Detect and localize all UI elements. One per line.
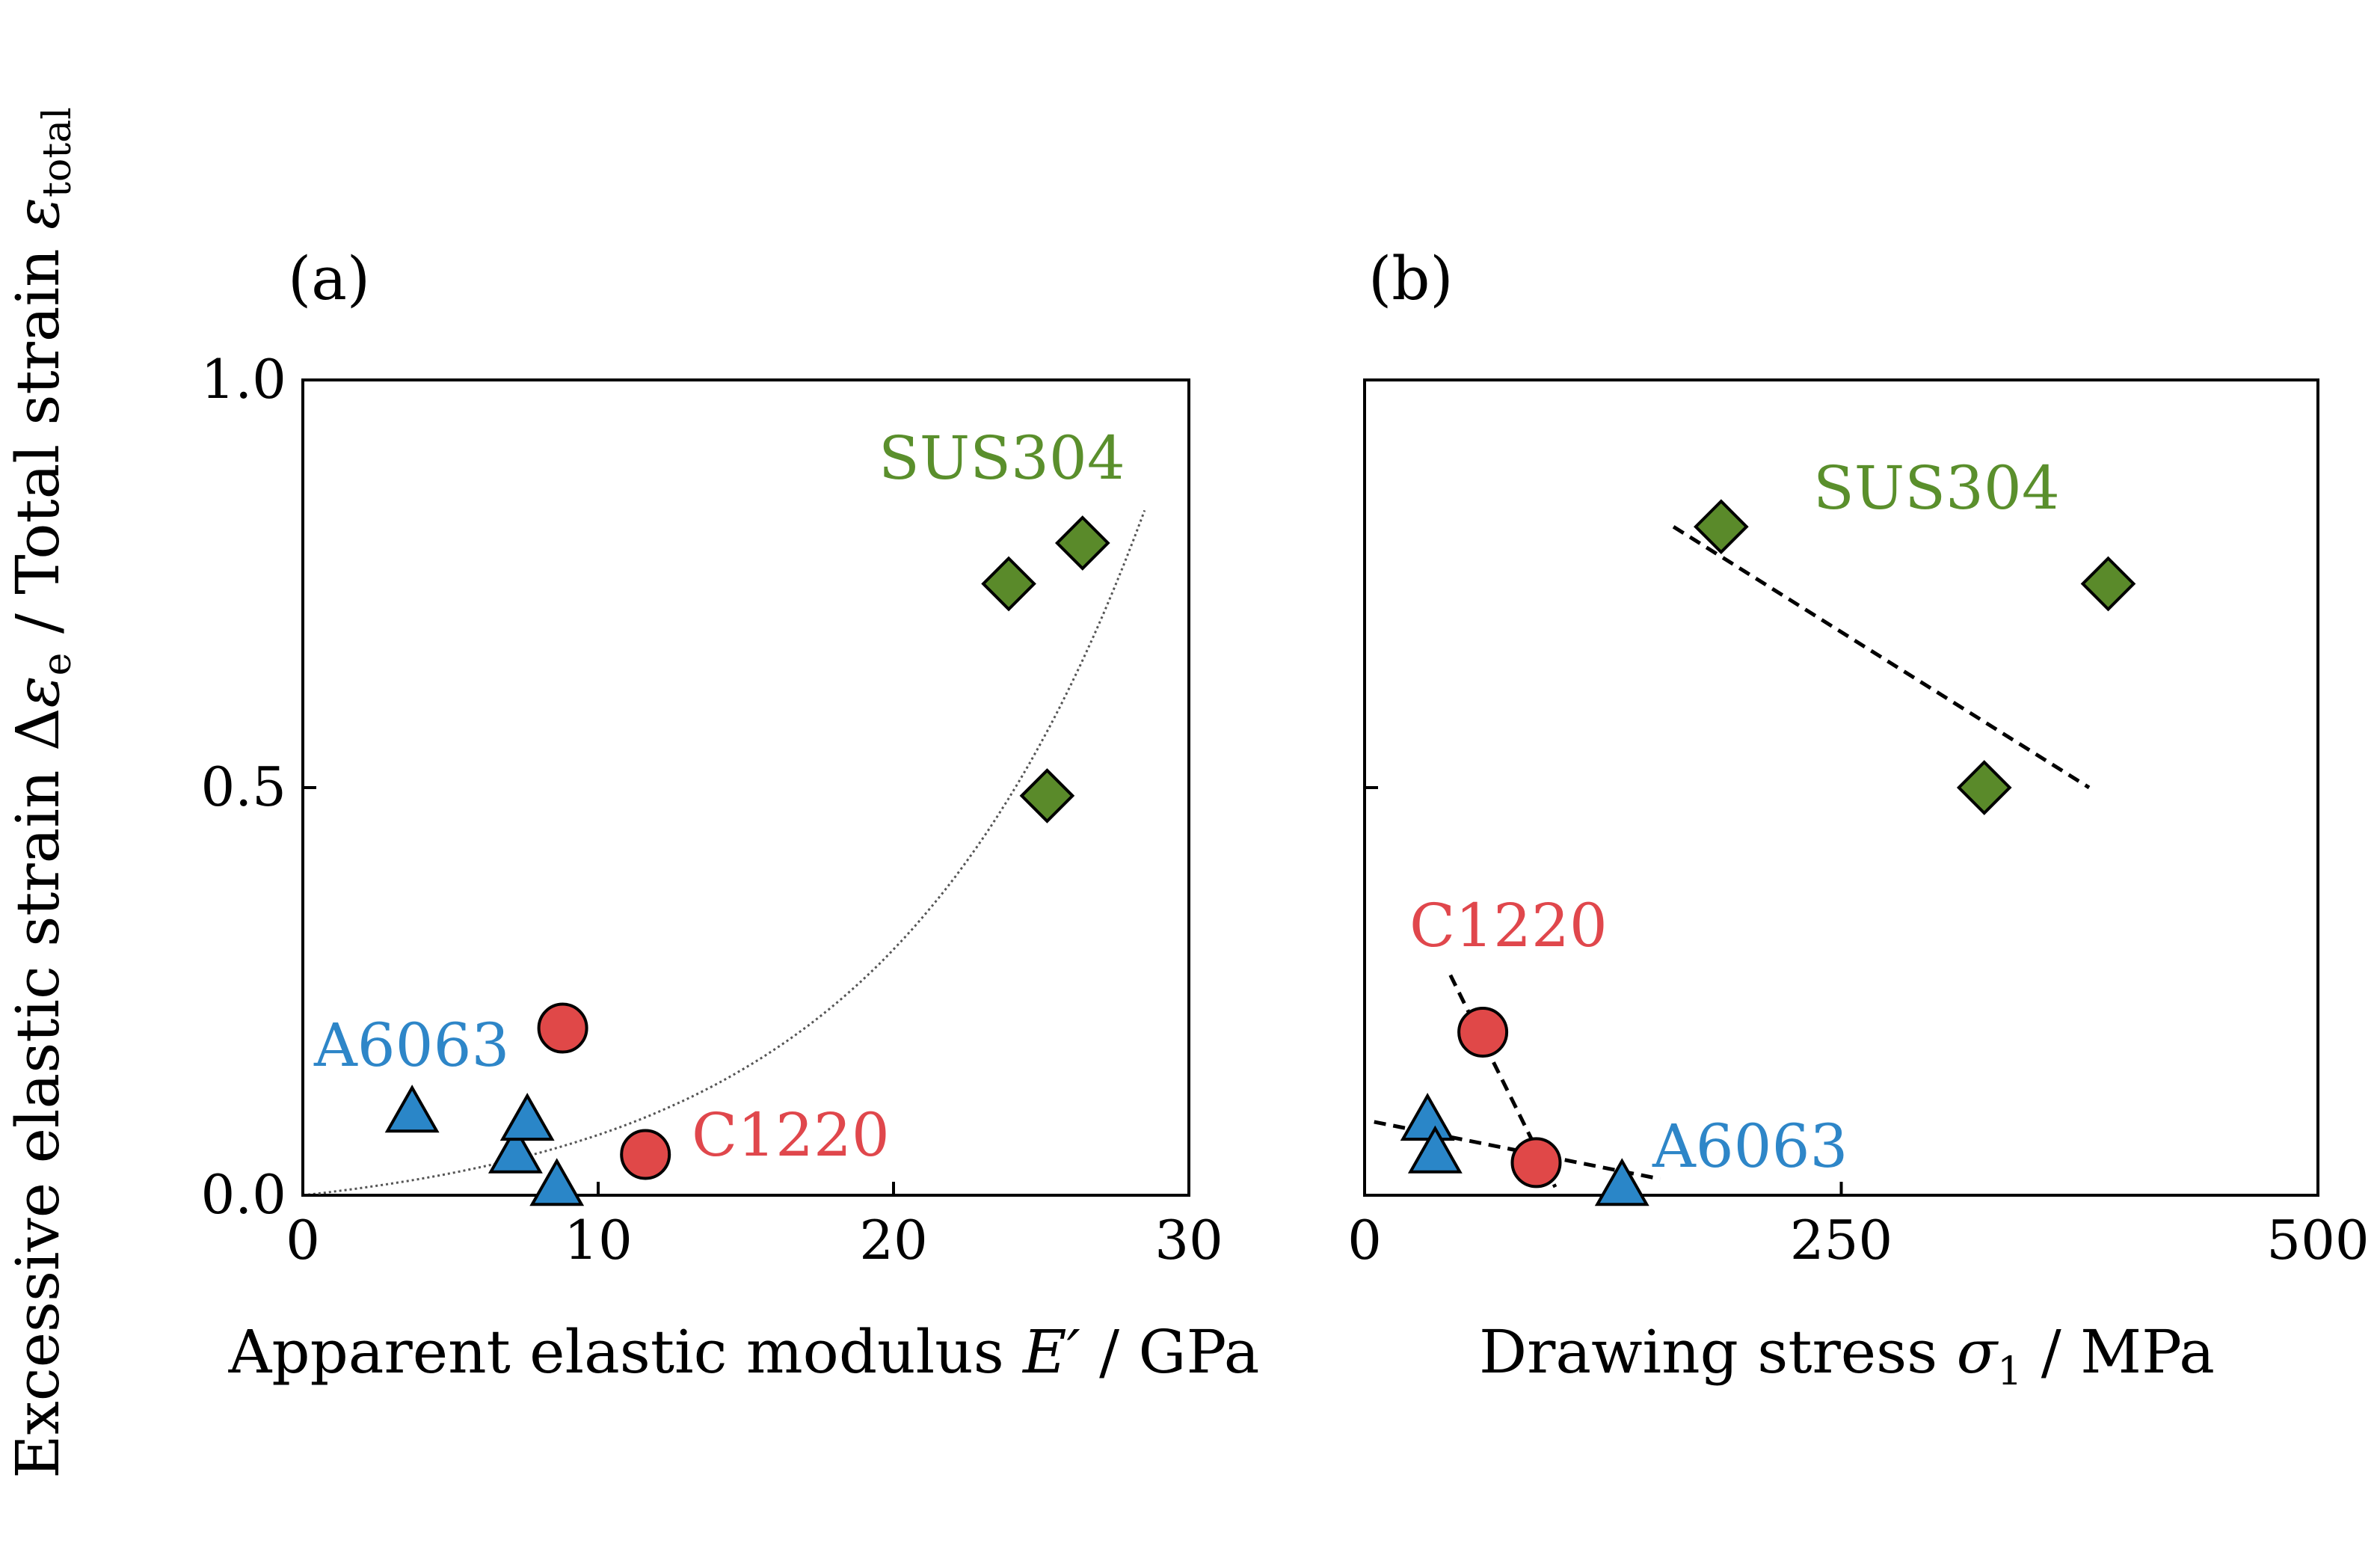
- panel-b-series-label-a6063: A6063: [1652, 1111, 1848, 1181]
- panel-a-point-a6063: [499, 1093, 555, 1141]
- panel-b-label: (b): [1368, 244, 1454, 313]
- panel-a-x-axis-title-post: / GPa: [1080, 1317, 1260, 1387]
- panel-a-x-tick-label: 0: [286, 1209, 320, 1272]
- panel-b-point-c1220: [1457, 1007, 1509, 1058]
- panel-b-x-axis-title-sym: σ: [1957, 1317, 1999, 1387]
- panel-b-trendline-sus304: [1672, 525, 2091, 790]
- panel-b-x-axis-title: Drawing stress σ1 / MPa: [1479, 1317, 2215, 1394]
- panel-a-x-axis-title-sym: E′: [1021, 1317, 1080, 1387]
- y-axis-title-sub: e: [35, 653, 80, 676]
- panel-a-x-axis-title: Apparent elastic modulus E′ / GPa: [228, 1317, 1260, 1387]
- y-axis-title-eps: ε: [3, 675, 73, 708]
- y-axis-title-main: Excessive elastic strain Δ: [3, 708, 73, 1478]
- panel-a-x-tick-label: 30: [1154, 1209, 1223, 1272]
- panel-b-point-sus304: [1956, 760, 2012, 815]
- panel-a-trend-curve: [302, 509, 1146, 1197]
- panel-a-label: (a): [288, 244, 370, 313]
- y-axis-title-eps2: ε: [3, 197, 73, 230]
- panel-a-marks: [301, 378, 1190, 1206]
- panel-a-series-label-sus304: SUS304: [879, 423, 1125, 493]
- panel-a-point-c1220: [620, 1129, 671, 1180]
- panel-a-series-label-c1220: C1220: [692, 1100, 890, 1170]
- panel-a-point-sus304: [981, 556, 1036, 612]
- panel-b-x-tick-label: 250: [1790, 1209, 1892, 1272]
- panel-a-x-tick-label: 20: [859, 1209, 928, 1272]
- y-axis-title-mid: / Total strain: [3, 230, 73, 653]
- panel-a-x-axis-title-pre: Apparent elastic modulus: [228, 1317, 1024, 1387]
- y-axis-title: Excessive elastic strain Δεe / Total str…: [3, 107, 80, 1479]
- panel-b-ticks: 0 250 500: [1347, 378, 2370, 1272]
- panel-b-series-label-sus304: SUS304: [1813, 453, 2060, 523]
- panel-a: (a) 0 10 20 300.00.51.0 SUS304 C1220 A6063 …: [200, 244, 1259, 1387]
- panel-a-point-sus304: [1019, 768, 1075, 824]
- panel-a-point-a6063: [529, 1158, 585, 1206]
- panel-b-point-a6063: [1594, 1158, 1649, 1206]
- y-axis-title-sub2: total: [35, 107, 80, 197]
- panel-a-y-tick-label: 0.5: [200, 755, 286, 818]
- panel-b: (b) 0 250 500 SUS304 C1220 A6063 Drawing s…: [1347, 244, 2370, 1394]
- panel-b-point-a6063: [1400, 1093, 1455, 1141]
- panel-a-series-label-a6063: A6063: [313, 1010, 509, 1080]
- panel-a-y-tick-label: 0.0: [200, 1163, 286, 1226]
- panel-a-y-tick-label: 1.0: [200, 348, 286, 411]
- panel-a-point-a6063: [384, 1085, 440, 1133]
- panel-b-x-axis-title-pre: Drawing stress: [1479, 1317, 1957, 1387]
- panel-a-point-a6063: [488, 1125, 543, 1174]
- panel-b-x-tick-label: 500: [2266, 1209, 2369, 1272]
- panel-b-series-label-c1220: C1220: [1409, 891, 1608, 960]
- panel-b-x-tick-label: 0: [1347, 1209, 1382, 1272]
- panel-a-ticks: 0 10 20 30 0.0 0.5 1.0: [200, 348, 1223, 1272]
- panel-a-x-tick-label: 10: [564, 1209, 633, 1272]
- panel-b-x-axis-title-sub: 1: [1997, 1349, 2022, 1394]
- panel-a-point-c1220: [537, 1002, 588, 1054]
- panel-b-point-sus304: [2080, 556, 2136, 612]
- panel-b-x-axis-title-post: / MPa: [2022, 1317, 2215, 1387]
- panel-a-point-sus304: [1054, 515, 1110, 571]
- panel-b-point-c1220: [1510, 1137, 1562, 1189]
- panel-b-point-sus304: [1694, 499, 1749, 555]
- panel-b-point-a6063: [1407, 1125, 1463, 1174]
